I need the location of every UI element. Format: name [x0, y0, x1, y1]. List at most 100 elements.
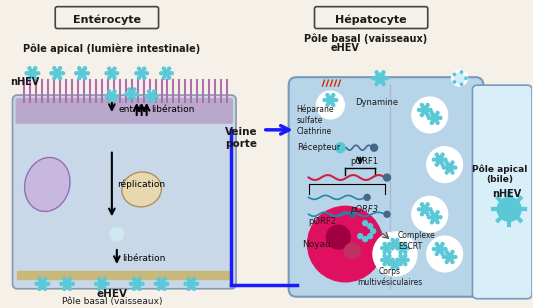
Circle shape	[160, 72, 163, 75]
Circle shape	[429, 108, 432, 111]
Circle shape	[61, 72, 64, 75]
Circle shape	[344, 243, 360, 259]
Text: réplication: réplication	[117, 180, 165, 189]
Circle shape	[383, 254, 386, 257]
Circle shape	[108, 70, 115, 77]
Circle shape	[451, 161, 454, 164]
Bar	[18, 271, 231, 279]
Circle shape	[113, 90, 116, 93]
Circle shape	[446, 253, 454, 261]
Circle shape	[153, 99, 156, 102]
Circle shape	[138, 76, 141, 79]
Circle shape	[37, 72, 39, 75]
Circle shape	[384, 174, 391, 181]
Circle shape	[78, 69, 86, 77]
Circle shape	[385, 77, 389, 80]
Circle shape	[53, 67, 56, 70]
Text: Pôle apical
(bile): Pôle apical (bile)	[472, 164, 527, 184]
Circle shape	[381, 258, 384, 261]
Circle shape	[430, 221, 433, 224]
Circle shape	[138, 67, 141, 70]
Circle shape	[368, 234, 373, 239]
Circle shape	[38, 280, 46, 288]
Circle shape	[430, 121, 433, 124]
Circle shape	[28, 69, 36, 77]
Text: entrée: entrée	[119, 105, 149, 115]
Circle shape	[404, 254, 407, 257]
Circle shape	[446, 164, 454, 172]
Circle shape	[84, 77, 86, 80]
Circle shape	[148, 99, 150, 102]
Circle shape	[399, 254, 402, 257]
Circle shape	[399, 251, 402, 254]
Circle shape	[435, 243, 438, 245]
Circle shape	[95, 282, 98, 285]
Circle shape	[399, 242, 402, 245]
Circle shape	[451, 261, 454, 263]
Circle shape	[53, 77, 56, 80]
Text: Pôle basal (vaisseaux): Pôle basal (vaisseaux)	[304, 33, 427, 44]
Circle shape	[399, 263, 402, 265]
Circle shape	[108, 90, 111, 93]
Circle shape	[105, 95, 108, 98]
Circle shape	[135, 72, 138, 75]
Circle shape	[84, 67, 86, 70]
Circle shape	[445, 171, 448, 174]
Circle shape	[148, 90, 150, 93]
Circle shape	[451, 70, 467, 86]
Circle shape	[135, 93, 139, 95]
Circle shape	[308, 206, 383, 282]
Circle shape	[435, 153, 438, 156]
Circle shape	[412, 97, 448, 133]
Circle shape	[451, 171, 454, 174]
Circle shape	[63, 277, 66, 280]
Circle shape	[444, 248, 447, 250]
Circle shape	[28, 77, 31, 80]
Circle shape	[461, 83, 463, 86]
Circle shape	[461, 71, 463, 73]
Circle shape	[141, 282, 144, 285]
Circle shape	[145, 95, 148, 98]
Circle shape	[421, 113, 423, 116]
Circle shape	[441, 253, 444, 256]
Circle shape	[78, 77, 80, 80]
Circle shape	[384, 245, 390, 251]
Circle shape	[184, 282, 187, 285]
Circle shape	[384, 211, 390, 217]
Circle shape	[108, 67, 111, 70]
Circle shape	[44, 277, 47, 280]
Circle shape	[426, 213, 429, 216]
Circle shape	[455, 73, 464, 83]
Circle shape	[392, 261, 398, 267]
FancyBboxPatch shape	[314, 7, 428, 29]
Circle shape	[143, 67, 146, 70]
Circle shape	[71, 282, 75, 285]
Circle shape	[113, 67, 116, 70]
Circle shape	[439, 116, 442, 120]
Circle shape	[400, 245, 406, 251]
Circle shape	[53, 69, 61, 77]
Circle shape	[383, 263, 386, 265]
Circle shape	[370, 229, 376, 234]
Circle shape	[421, 103, 423, 107]
Circle shape	[429, 208, 432, 211]
Circle shape	[431, 114, 439, 122]
Circle shape	[168, 76, 171, 79]
Circle shape	[125, 93, 128, 95]
Circle shape	[432, 248, 435, 250]
Circle shape	[332, 94, 335, 96]
Circle shape	[163, 277, 166, 280]
Circle shape	[133, 280, 141, 288]
Circle shape	[78, 67, 80, 70]
Circle shape	[417, 108, 421, 111]
Text: Veine
porte: Veine porte	[225, 127, 257, 148]
Circle shape	[436, 221, 439, 224]
Circle shape	[381, 247, 384, 249]
Circle shape	[358, 234, 362, 239]
Circle shape	[441, 163, 444, 166]
Circle shape	[436, 111, 439, 114]
Text: nHEV: nHEV	[11, 77, 40, 87]
Circle shape	[143, 76, 146, 79]
Circle shape	[157, 287, 160, 290]
Circle shape	[138, 70, 145, 77]
